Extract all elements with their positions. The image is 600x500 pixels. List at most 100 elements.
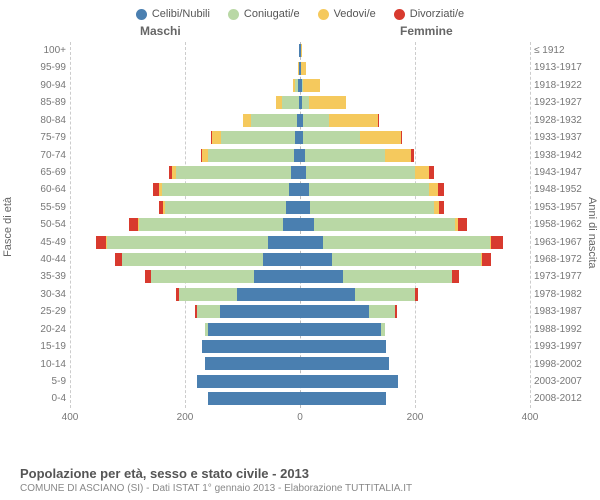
bar-seg [458,218,467,231]
age-tick: 35-39 [40,268,66,285]
bar-seg [411,149,414,162]
bar-seg [96,236,106,249]
legend: Celibi/Nubili Coniugati/e Vedovi/e Divorzia… [0,0,600,24]
bar-seg [300,218,314,231]
bar-seg [205,357,300,370]
age-tick: 15-19 [40,338,66,355]
bar-seg [369,305,395,318]
bar-seg [415,288,418,301]
age-tick: 85-89 [40,94,66,111]
birth-tick: 1983-1987 [534,303,582,320]
legend-swatch [318,9,329,20]
pyramid-row [70,338,530,355]
bar-seg [343,270,452,283]
legend-item: Vedovi/e [318,8,376,20]
pyramid-row [70,146,530,163]
bar-seg [162,183,289,196]
x-tick: 400 [522,412,539,423]
bar-seg [300,288,355,301]
age-axis: 100+95-9990-9485-8980-8475-7970-7465-696… [10,42,66,408]
bar-seg [151,270,255,283]
x-tick: 400 [62,412,79,423]
bar-seg [202,340,300,353]
bar-seg [303,79,320,92]
bar-seg [197,305,220,318]
bar-seg [302,96,309,109]
bar-seg [300,201,310,214]
gender-labels: Maschi Femmine [0,24,600,42]
bar-seg [300,305,369,318]
age-tick: 60-64 [40,181,66,198]
bar-seg [303,131,361,144]
chart-area: Fasce di età Anni di nascita 100+95-9990… [20,42,580,432]
birth-tick: ≤ 1912 [534,42,565,59]
bar-seg [301,62,306,75]
bar-seg [283,218,300,231]
bar-seg [300,253,332,266]
bar-seg [355,288,415,301]
bar-seg [303,114,329,127]
bar-seg [381,323,386,336]
bar-seg [309,96,346,109]
age-tick: 5-9 [52,373,66,390]
bar-seg [237,288,300,301]
age-tick: 100+ [43,42,66,59]
birth-tick: 1998-2002 [534,356,582,373]
bar-seg [179,288,237,301]
bar-seg [208,323,300,336]
x-tick: 0 [297,412,303,423]
legend-label: Divorziati/e [410,8,464,20]
bar-seg [438,183,444,196]
bar-seg [395,305,397,318]
male-label: Maschi [140,24,181,38]
bar-seg [197,375,301,388]
bar-seg [301,44,302,57]
bar-seg [122,253,263,266]
bar-seg [378,114,379,127]
bar-seg [439,201,445,214]
bar-seg [300,323,381,336]
age-tick: 50-54 [40,216,66,233]
birth-tick: 1988-1992 [534,321,582,338]
pyramid-row [70,373,530,390]
legend-label: Coniugati/e [244,8,300,20]
bar-seg [300,340,386,353]
bar-seg [300,270,343,283]
age-tick: 30-34 [40,286,66,303]
birth-tick: 1968-1972 [534,251,582,268]
bar-seg [251,114,297,127]
age-tick: 65-69 [40,164,66,181]
bar-seg [243,114,252,127]
birth-tick: 1918-1922 [534,77,582,94]
bar-seg [482,253,491,266]
birth-tick: 2003-2007 [534,373,582,390]
pyramid-row [70,199,530,216]
footer-subtitle: COMUNE DI ASCIANO (SI) - Dati ISTAT 1° g… [20,483,412,494]
legend-item: Coniugati/e [228,8,300,20]
pyramid-row [70,251,530,268]
bar-seg [314,218,455,231]
bar-seg [329,114,378,127]
legend-label: Vedovi/e [334,8,376,20]
bar-seg [310,201,434,214]
birth-tick: 2008-2012 [534,390,582,407]
age-tick: 40-44 [40,251,66,268]
bar-seg [300,357,389,370]
pyramid-row [70,129,530,146]
bar-seg [309,183,430,196]
bar-seg [282,96,299,109]
bar-seg [300,183,309,196]
x-tick: 200 [177,412,194,423]
pyramid-row [70,268,530,285]
legend-label: Celibi/Nubili [152,8,210,20]
pyramid-row [70,181,530,198]
bar-seg [491,236,503,249]
birth-tick: 1953-1957 [534,199,582,216]
birth-tick: 1973-1977 [534,268,582,285]
bar-seg [306,166,415,179]
footer-title: Popolazione per età, sesso e stato civil… [20,466,412,481]
pyramid-row [70,303,530,320]
age-tick: 80-84 [40,112,66,129]
bar-seg [332,253,482,266]
bar-seg [360,131,400,144]
